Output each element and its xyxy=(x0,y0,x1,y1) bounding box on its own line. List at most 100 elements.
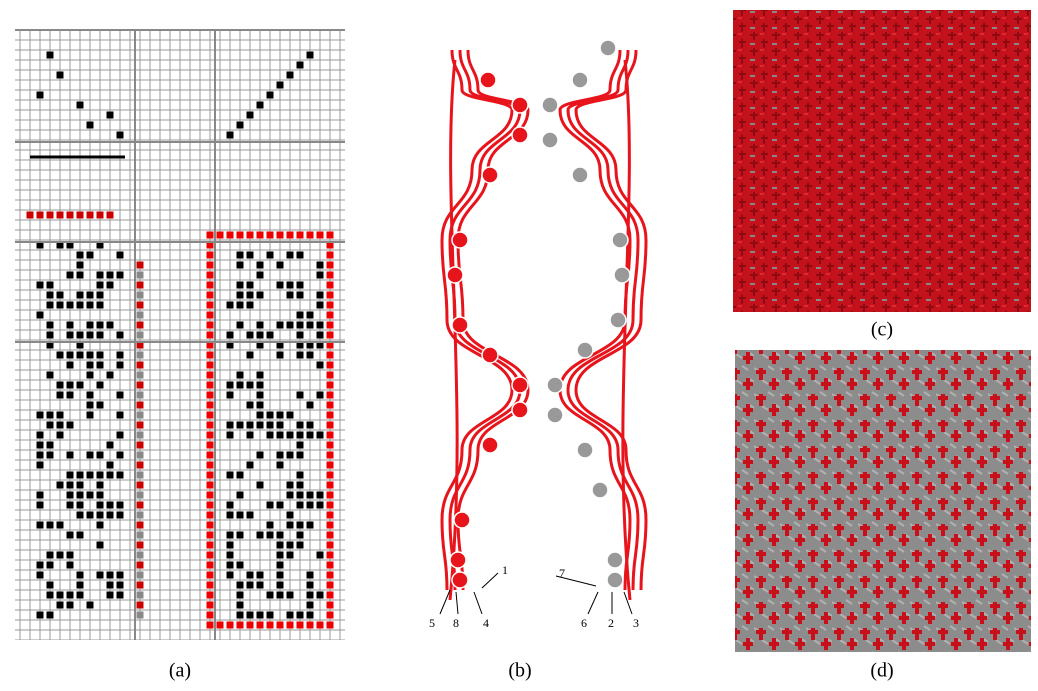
cell xyxy=(227,382,234,389)
cell xyxy=(327,542,334,549)
tablet xyxy=(577,342,593,358)
cell xyxy=(67,332,74,339)
cell xyxy=(117,432,124,439)
cell xyxy=(287,592,294,599)
cell xyxy=(277,552,284,559)
fabric-c xyxy=(733,10,1031,312)
cell xyxy=(297,532,304,539)
cell xyxy=(267,432,274,439)
cell xyxy=(57,302,64,309)
cell xyxy=(47,442,54,449)
cell xyxy=(207,582,214,589)
cell xyxy=(287,492,294,499)
cell xyxy=(307,402,314,409)
cell xyxy=(207,542,214,549)
cell xyxy=(327,432,334,439)
cell xyxy=(47,412,54,419)
tablet xyxy=(547,377,563,393)
cell xyxy=(117,252,124,259)
cell xyxy=(237,382,244,389)
cell xyxy=(247,112,254,119)
tablet xyxy=(482,437,498,453)
cell xyxy=(227,422,234,429)
cell xyxy=(237,622,244,629)
thread-label: 6 xyxy=(581,616,587,630)
cell xyxy=(327,532,334,539)
cell xyxy=(327,582,334,589)
cell xyxy=(307,232,314,239)
cell xyxy=(77,502,84,509)
cell xyxy=(317,592,324,599)
cell xyxy=(207,452,214,459)
cell xyxy=(297,252,304,259)
cell xyxy=(217,232,224,239)
cell xyxy=(297,612,304,619)
cell xyxy=(67,392,74,399)
cell xyxy=(237,372,244,379)
cell xyxy=(137,582,144,589)
cell xyxy=(307,582,314,589)
cell xyxy=(77,492,84,499)
cell xyxy=(317,492,324,499)
cell xyxy=(137,612,144,619)
cell xyxy=(307,352,314,359)
cell xyxy=(277,532,284,539)
cell xyxy=(267,332,274,339)
tablet xyxy=(454,512,470,528)
cell xyxy=(287,612,294,619)
cell xyxy=(227,132,234,139)
tablet xyxy=(482,347,498,363)
cell xyxy=(227,392,234,399)
cell xyxy=(307,432,314,439)
thread-label: 1 xyxy=(502,563,508,577)
cell xyxy=(207,412,214,419)
cell xyxy=(237,472,244,479)
cell xyxy=(87,302,94,309)
cell xyxy=(227,552,234,559)
cell xyxy=(247,432,254,439)
cell xyxy=(327,522,334,529)
cell xyxy=(207,352,214,359)
cell xyxy=(97,352,104,359)
cell xyxy=(327,622,334,629)
cell xyxy=(207,622,214,629)
tablet xyxy=(480,72,496,88)
cell xyxy=(137,272,144,279)
cell xyxy=(87,362,94,369)
cell xyxy=(307,52,314,59)
cell xyxy=(87,252,94,259)
cell xyxy=(137,562,144,569)
cell xyxy=(77,592,84,599)
cell xyxy=(207,372,214,379)
cell xyxy=(237,612,244,619)
cell xyxy=(87,212,94,219)
cell xyxy=(57,72,64,79)
cell xyxy=(207,592,214,599)
panel-label: (b) xyxy=(508,660,531,682)
cell xyxy=(137,512,144,519)
cell xyxy=(57,602,64,609)
tablet xyxy=(512,97,528,113)
cell xyxy=(57,382,64,389)
cell xyxy=(77,302,84,309)
cell xyxy=(237,292,244,299)
cell xyxy=(297,502,304,509)
cell xyxy=(247,572,254,579)
cell xyxy=(327,292,334,299)
tablet xyxy=(610,312,626,328)
cell xyxy=(67,362,74,369)
cell xyxy=(137,592,144,599)
cell xyxy=(77,532,84,539)
cell xyxy=(47,562,54,569)
cell xyxy=(77,572,84,579)
cell xyxy=(97,492,104,499)
cell xyxy=(67,552,74,559)
cell xyxy=(77,272,84,279)
tablet xyxy=(482,167,498,183)
cell xyxy=(237,122,244,129)
cell xyxy=(267,532,274,539)
cell xyxy=(137,262,144,269)
cell xyxy=(57,292,64,299)
cell xyxy=(227,542,234,549)
cell xyxy=(277,582,284,589)
